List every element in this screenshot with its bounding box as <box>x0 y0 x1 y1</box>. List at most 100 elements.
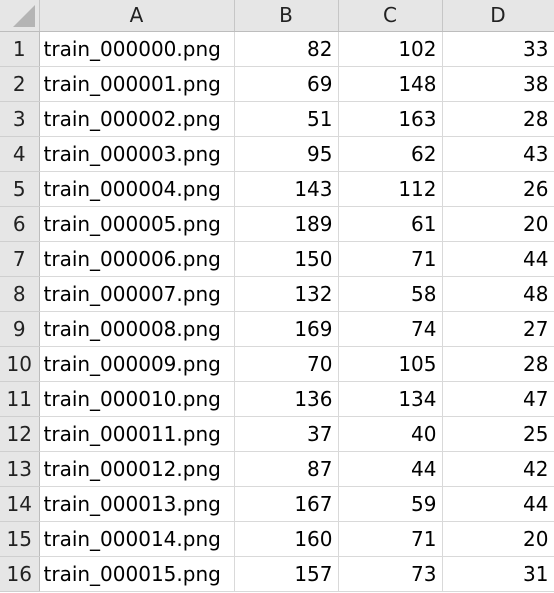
row-header[interactable]: 2 <box>0 66 40 102</box>
column-header-b[interactable]: B <box>234 0 339 32</box>
column-header-a[interactable]: A <box>39 0 235 32</box>
cell-c[interactable]: 74 <box>338 311 443 347</box>
cell-c[interactable]: 71 <box>338 521 443 557</box>
row-header[interactable]: 3 <box>0 101 40 137</box>
table-row: 1 train_000000.png 82 102 33 <box>0 31 554 67</box>
cell-d[interactable]: 44 <box>442 241 554 277</box>
row-header[interactable]: 11 <box>0 381 40 417</box>
row-header[interactable]: 1 <box>0 31 40 67</box>
cell-a[interactable]: train_000008.png <box>39 311 235 347</box>
cell-a[interactable]: train_000000.png <box>39 31 235 67</box>
cell-a[interactable]: train_000001.png <box>39 66 235 102</box>
row-header[interactable]: 9 <box>0 311 40 347</box>
cell-d[interactable]: 43 <box>442 136 554 172</box>
cell-d[interactable]: 44 <box>442 486 554 522</box>
cell-c[interactable]: 134 <box>338 381 443 417</box>
cell-a[interactable]: train_000011.png <box>39 416 235 452</box>
table-row: 15 train_000014.png 160 71 20 <box>0 521 554 557</box>
cell-d[interactable]: 26 <box>442 171 554 207</box>
cell-a[interactable]: train_000003.png <box>39 136 235 172</box>
cell-a[interactable]: train_000004.png <box>39 171 235 207</box>
cell-a[interactable]: train_000002.png <box>39 101 235 137</box>
column-header-d[interactable]: D <box>442 0 554 32</box>
cell-d[interactable]: 47 <box>442 381 554 417</box>
table-row: 8 train_000007.png 132 58 48 <box>0 276 554 312</box>
row-header[interactable]: 8 <box>0 276 40 312</box>
cell-c[interactable]: 163 <box>338 101 443 137</box>
cell-b[interactable]: 157 <box>234 556 339 592</box>
cell-a[interactable]: train_000007.png <box>39 276 235 312</box>
select-all-button[interactable] <box>0 0 40 32</box>
table-row: 5 train_000004.png 143 112 26 <box>0 171 554 207</box>
table-row: 7 train_000006.png 150 71 44 <box>0 241 554 277</box>
row-header[interactable]: 6 <box>0 206 40 242</box>
cell-a[interactable]: train_000010.png <box>39 381 235 417</box>
cell-c[interactable]: 44 <box>338 451 443 487</box>
cell-b[interactable]: 51 <box>234 101 339 137</box>
column-header-c[interactable]: C <box>338 0 443 32</box>
cell-a[interactable]: train_000009.png <box>39 346 235 382</box>
cell-d[interactable]: 27 <box>442 311 554 347</box>
cell-b[interactable]: 37 <box>234 416 339 452</box>
cell-d[interactable]: 33 <box>442 31 554 67</box>
table-row: 16 train_000015.png 157 73 31 <box>0 556 554 592</box>
row-header[interactable]: 7 <box>0 241 40 277</box>
cell-d[interactable]: 31 <box>442 556 554 592</box>
cell-c[interactable]: 102 <box>338 31 443 67</box>
cell-b[interactable]: 70 <box>234 346 339 382</box>
cell-c[interactable]: 40 <box>338 416 443 452</box>
cell-b[interactable]: 143 <box>234 171 339 207</box>
cell-b[interactable]: 82 <box>234 31 339 67</box>
cell-b[interactable]: 189 <box>234 206 339 242</box>
cell-b[interactable]: 95 <box>234 136 339 172</box>
row-header[interactable]: 4 <box>0 136 40 172</box>
row-header[interactable]: 15 <box>0 521 40 557</box>
cell-c[interactable]: 112 <box>338 171 443 207</box>
cell-c[interactable]: 73 <box>338 556 443 592</box>
row-header[interactable]: 14 <box>0 486 40 522</box>
cell-b[interactable]: 167 <box>234 486 339 522</box>
cell-a[interactable]: train_000015.png <box>39 556 235 592</box>
cell-d[interactable]: 48 <box>442 276 554 312</box>
cell-d[interactable]: 28 <box>442 346 554 382</box>
table-row: 3 train_000002.png 51 163 28 <box>0 101 554 137</box>
cell-c[interactable]: 59 <box>338 486 443 522</box>
cell-c[interactable]: 62 <box>338 136 443 172</box>
table-row: 13 train_000012.png 87 44 42 <box>0 451 554 487</box>
cell-d[interactable]: 25 <box>442 416 554 452</box>
table-row: 2 train_000001.png 69 148 38 <box>0 66 554 102</box>
cell-b[interactable]: 132 <box>234 276 339 312</box>
row-header[interactable]: 5 <box>0 171 40 207</box>
cell-b[interactable]: 150 <box>234 241 339 277</box>
row-header[interactable]: 10 <box>0 346 40 382</box>
cell-a[interactable]: train_000005.png <box>39 206 235 242</box>
cell-d[interactable]: 42 <box>442 451 554 487</box>
table-row: 14 train_000013.png 167 59 44 <box>0 486 554 522</box>
table-row: 4 train_000003.png 95 62 43 <box>0 136 554 172</box>
cell-a[interactable]: train_000014.png <box>39 521 235 557</box>
cell-d[interactable]: 20 <box>442 521 554 557</box>
cell-a[interactable]: train_000012.png <box>39 451 235 487</box>
cell-b[interactable]: 169 <box>234 311 339 347</box>
cell-c[interactable]: 71 <box>338 241 443 277</box>
cell-a[interactable]: train_000013.png <box>39 486 235 522</box>
cell-c[interactable]: 148 <box>338 66 443 102</box>
cell-a[interactable]: train_000006.png <box>39 241 235 277</box>
cell-d[interactable]: 38 <box>442 66 554 102</box>
table-row: 6 train_000005.png 189 61 20 <box>0 206 554 242</box>
table-row: 12 train_000011.png 37 40 25 <box>0 416 554 452</box>
row-header[interactable]: 16 <box>0 556 40 592</box>
cell-b[interactable]: 69 <box>234 66 339 102</box>
cell-b[interactable]: 136 <box>234 381 339 417</box>
cell-b[interactable]: 87 <box>234 451 339 487</box>
cell-c[interactable]: 58 <box>338 276 443 312</box>
cell-c[interactable]: 105 <box>338 346 443 382</box>
table-row: 9 train_000008.png 169 74 27 <box>0 311 554 347</box>
row-header[interactable]: 12 <box>0 416 40 452</box>
cell-b[interactable]: 160 <box>234 521 339 557</box>
cell-c[interactable]: 61 <box>338 206 443 242</box>
cell-d[interactable]: 20 <box>442 206 554 242</box>
cell-d[interactable]: 28 <box>442 101 554 137</box>
row-header[interactable]: 13 <box>0 451 40 487</box>
